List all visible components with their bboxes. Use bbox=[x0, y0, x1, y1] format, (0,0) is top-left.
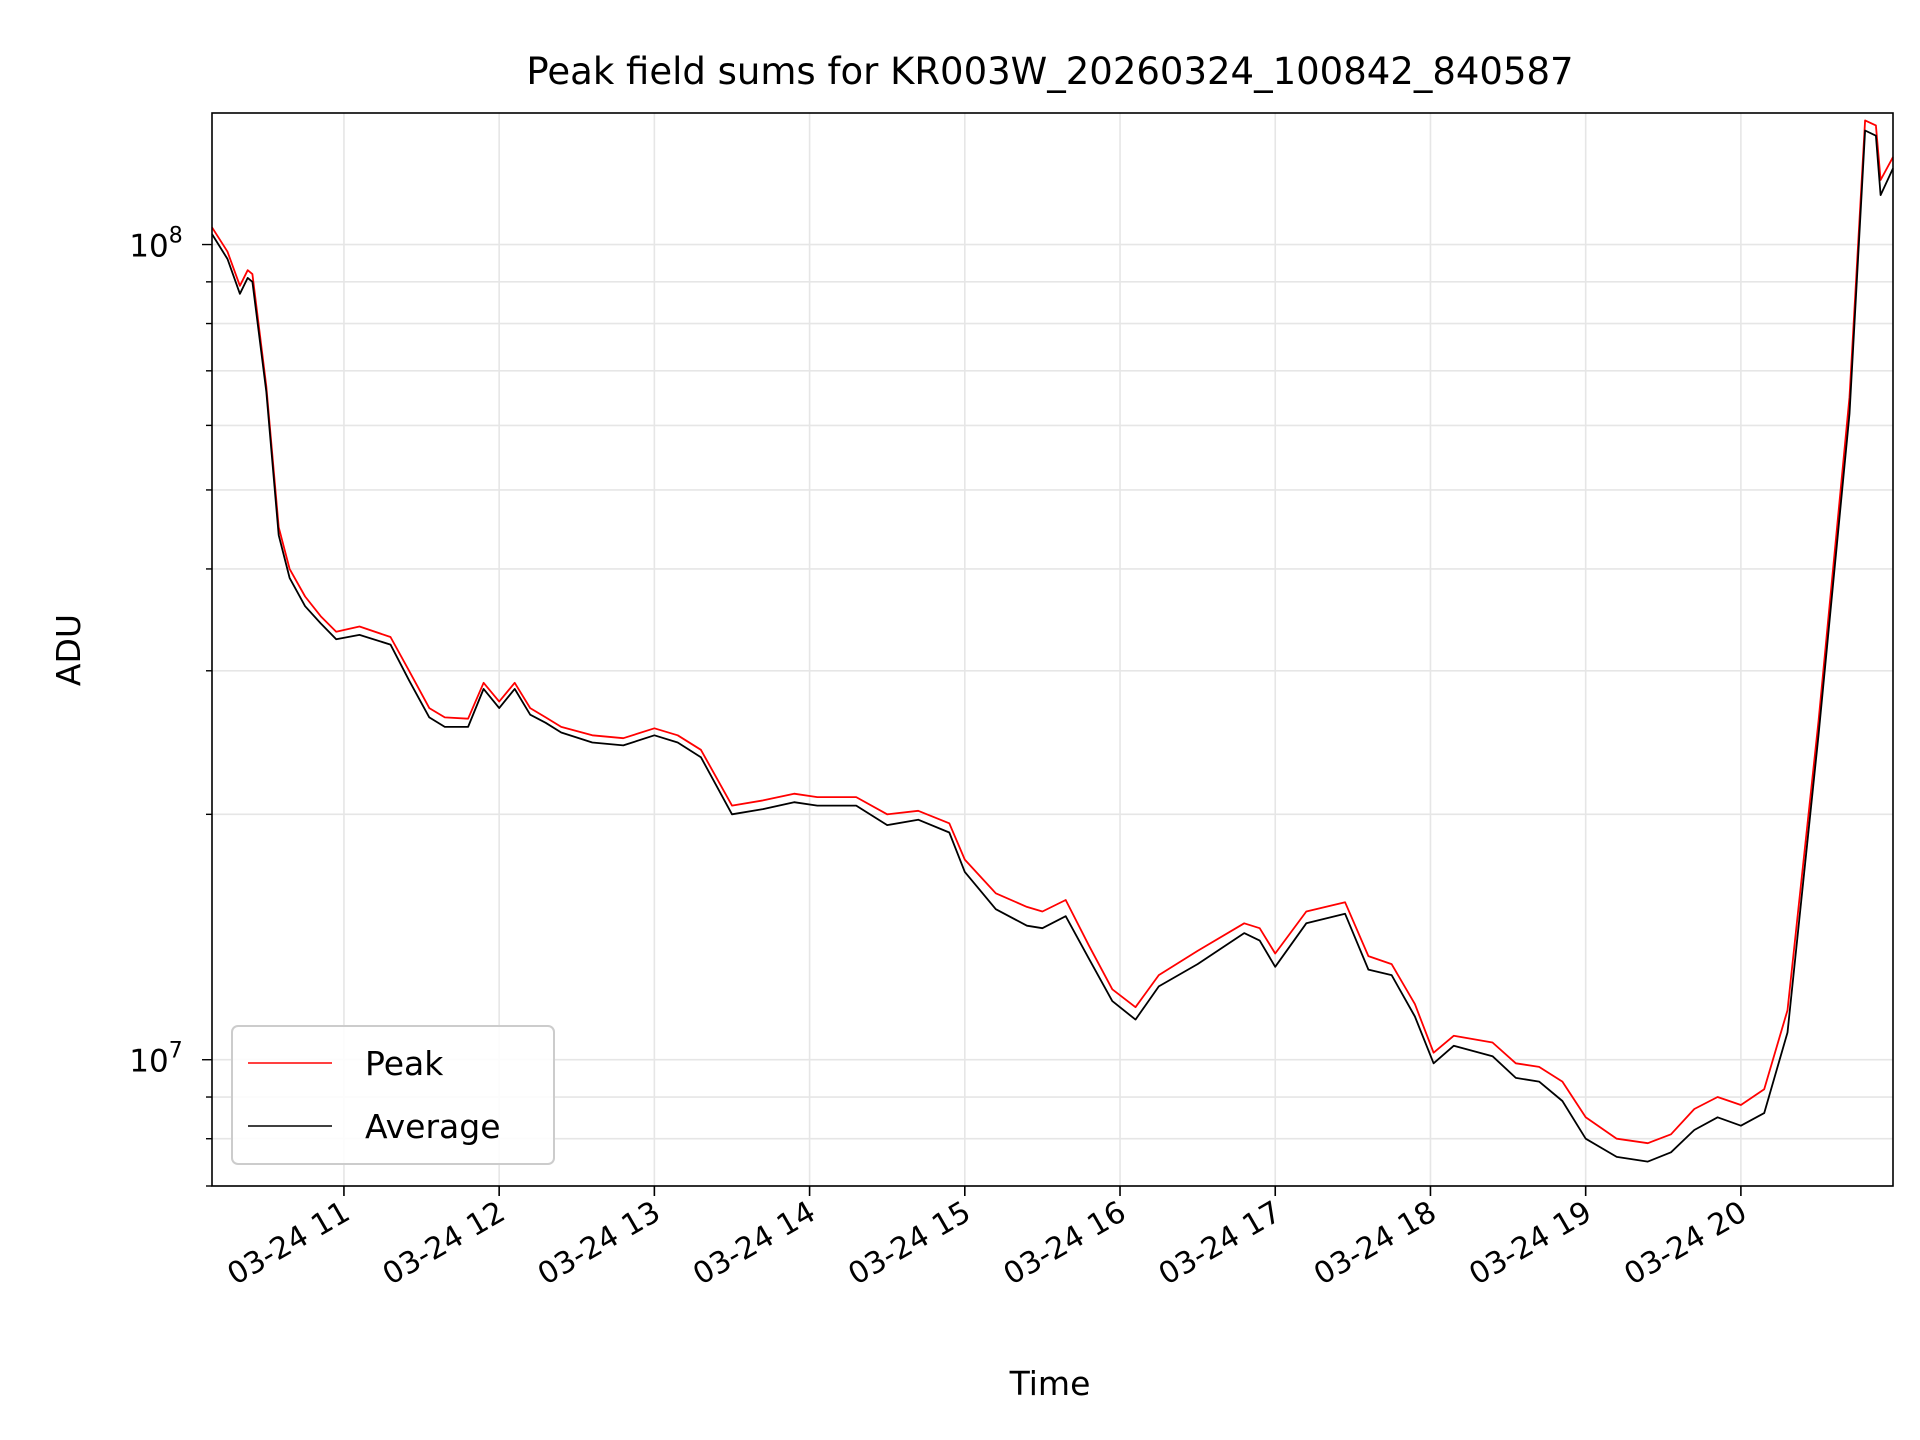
legend-peak-label: Peak bbox=[365, 1044, 444, 1083]
series-line-peak bbox=[211, 119, 1894, 1145]
y-tick-label-base: 10 bbox=[129, 1044, 168, 1080]
y-tick-label-exponent: 8 bbox=[169, 224, 183, 249]
series-line-average bbox=[211, 129, 1894, 1163]
chart-title: Peak field sums for KR003W_20260324_1008… bbox=[526, 50, 1573, 93]
plot-frame bbox=[211, 112, 1894, 1187]
legend-box bbox=[231, 1025, 555, 1165]
y-axis-label: ADU bbox=[49, 614, 88, 686]
y-tick-label: 108 bbox=[129, 224, 182, 265]
y-tick-label-exponent: 7 bbox=[169, 1039, 183, 1064]
series-layer bbox=[211, 119, 1894, 1163]
legend-average-label: Average bbox=[365, 1107, 501, 1146]
y-tick-label-base: 10 bbox=[129, 229, 168, 265]
x-axis-label: Time bbox=[1009, 1364, 1091, 1403]
legend: Peak Average bbox=[231, 1025, 555, 1165]
y-tick-label: 107 bbox=[129, 1039, 182, 1080]
